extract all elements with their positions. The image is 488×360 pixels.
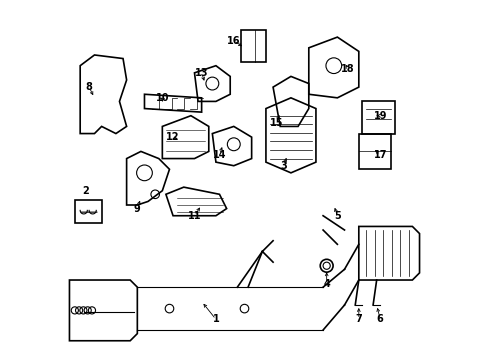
Text: 14: 14 [212, 150, 226, 160]
Bar [362, 102, 394, 134]
Bar [358, 134, 390, 169]
Text: 18: 18 [341, 64, 354, 74]
Text: 7: 7 [355, 314, 362, 324]
Text: 13: 13 [195, 68, 208, 78]
Text: 11: 11 [187, 211, 201, 221]
Text: 5: 5 [333, 211, 340, 221]
Text: 3: 3 [280, 161, 286, 171]
Text: 17: 17 [373, 150, 386, 160]
Bar [75, 200, 102, 223]
Text: 9: 9 [134, 203, 141, 213]
Text: 1: 1 [212, 314, 219, 324]
Text: 4: 4 [323, 279, 329, 289]
Text: 8: 8 [85, 82, 92, 92]
Text: 10: 10 [155, 93, 169, 103]
Text: 19: 19 [373, 111, 386, 121]
Text: 15: 15 [269, 118, 283, 128]
Text: 2: 2 [82, 186, 89, 196]
Bar [241, 30, 265, 62]
Text: 12: 12 [166, 132, 180, 142]
Text: 16: 16 [226, 36, 240, 46]
Text: 6: 6 [376, 314, 383, 324]
